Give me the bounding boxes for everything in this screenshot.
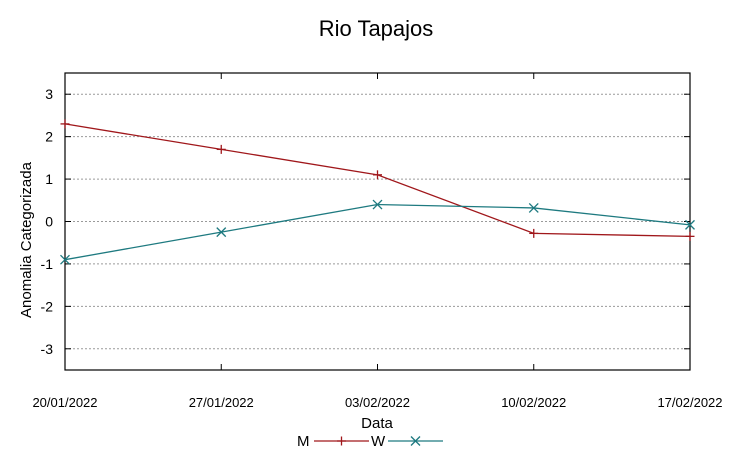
x-tick-label: 27/01/2022 [189, 395, 254, 410]
series-w-marker [60, 254, 70, 265]
x-axis-label: Data [361, 415, 393, 432]
series-w-marker [528, 202, 539, 213]
series-w [60, 199, 695, 265]
series-w-marker [685, 219, 695, 230]
x-tick-label: 10/02/2022 [501, 395, 566, 410]
x-tick-label: 03/02/2022 [345, 395, 410, 410]
y-tick-label: -1 [41, 256, 54, 272]
y-tick-label: 3 [45, 86, 53, 102]
x-axis: 20/01/2022 27/01/2022 03/02/2022 10/02/2022… [32, 73, 723, 410]
y-axis-label: Anomalia Categorizada [18, 161, 35, 318]
y-tick-label: -3 [41, 341, 54, 357]
series-w-marker [410, 436, 421, 446]
legend-label: W [371, 433, 386, 450]
series-w-marker [216, 227, 227, 238]
legend-label: M [297, 433, 310, 450]
x-tick-label: 17/02/2022 [657, 395, 722, 410]
series-w-marker [372, 199, 383, 210]
series-layer [60, 119, 695, 265]
x-tick-label: 20/01/2022 [32, 395, 97, 410]
series-m-line [64, 123, 691, 237]
series-m [60, 119, 695, 241]
y-tick-label: -2 [41, 298, 54, 314]
y-tick-label: 2 [45, 129, 53, 145]
gridlines [65, 93, 690, 350]
y-axis: -3 -2 -1 0 1 2 3 [41, 86, 690, 357]
y-tick-label: 1 [45, 171, 53, 187]
chart-title: Rio Tapajos [319, 16, 434, 41]
series-w-line [64, 203, 691, 261]
y-tick-label: 0 [45, 214, 53, 230]
